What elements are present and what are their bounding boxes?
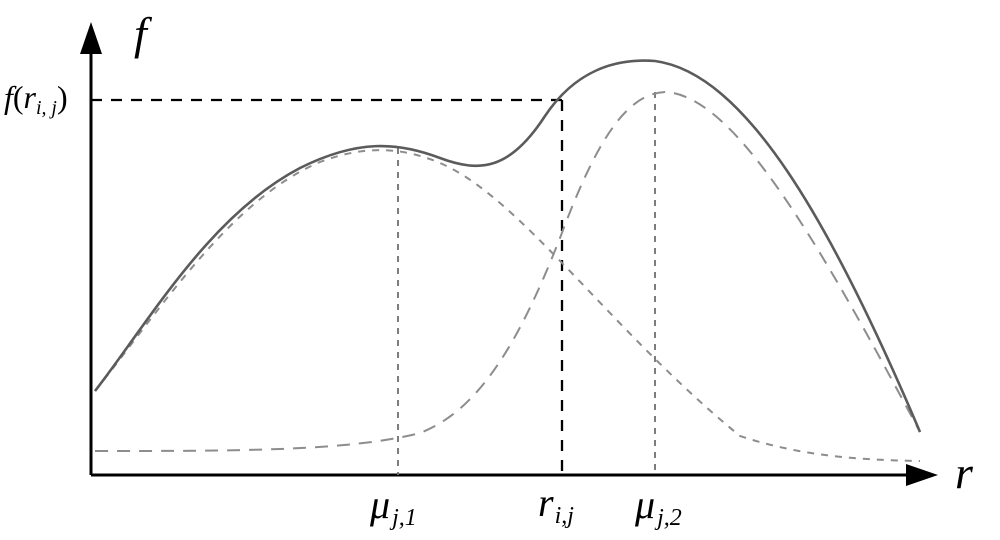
curve-sum [95, 61, 920, 432]
label-mu1: μj,1 [369, 482, 417, 531]
label-f-rij: f(ri, j) [4, 79, 68, 119]
label-mu2: μj,2 [634, 482, 682, 531]
y-axis-arrow [80, 22, 102, 54]
curve-g2 [95, 92, 920, 451]
label-x-axis: r [955, 447, 974, 498]
label-y-axis: f [134, 8, 153, 59]
label-rij: ri,j [538, 480, 574, 529]
curve-g1 [95, 150, 920, 461]
gaussian-mixture-diagram: f r f(ri, j) μj,1 ri,j μj,2 [0, 0, 1000, 540]
x-axis-arrow [906, 464, 938, 486]
